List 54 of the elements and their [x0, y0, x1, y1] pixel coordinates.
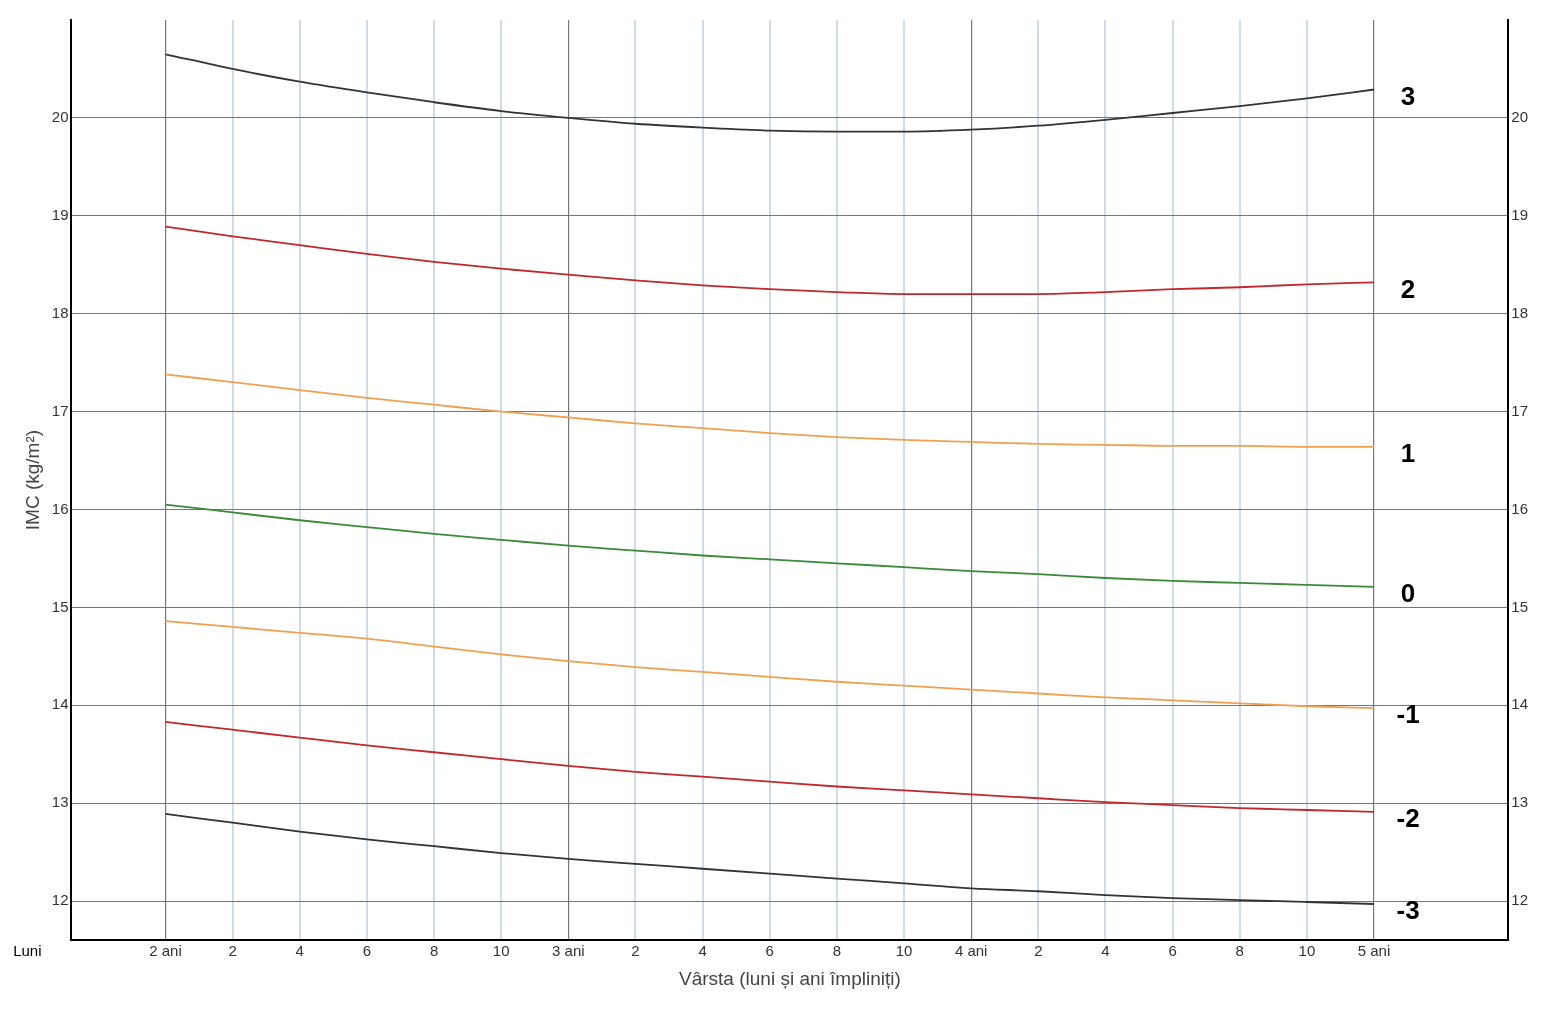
x-tick-label: 2 ani [149, 942, 182, 960]
y-tick-label: 19 [51, 205, 69, 223]
y2-tick-label: 18 [1511, 303, 1528, 321]
series-label: 1 [1400, 437, 1416, 468]
x-tick-label: 10 [492, 942, 510, 960]
series-label: 3 [1400, 80, 1416, 111]
y-tick-label: 18 [51, 303, 69, 321]
series-label: 0 [1400, 577, 1416, 608]
line-series [164, 503, 1375, 588]
x-tick-label: 4 [1101, 942, 1110, 960]
y2-tick-label: 20 [1511, 108, 1528, 126]
x-tick-label: 2 [631, 942, 640, 960]
y2-tick-label: 16 [1511, 499, 1528, 517]
y2-tick-label: 15 [1511, 597, 1528, 615]
x-tick-label: 6 [1168, 942, 1177, 960]
y-tick-label: 17 [51, 401, 69, 419]
line-series [164, 373, 1375, 448]
y2-tick-label: 14 [1511, 695, 1528, 713]
line-series [164, 225, 1375, 295]
x-tick-label: 4 [295, 942, 304, 960]
y2-tick-label: 17 [1511, 401, 1528, 419]
series-label: -2 [1396, 803, 1420, 834]
x-tick-label: 4 ani [954, 942, 988, 960]
x-tick-label: 5 ani [1357, 942, 1391, 960]
y-tick-label: 14 [51, 695, 69, 713]
y-tick-label: 15 [51, 597, 69, 615]
x-tick-label: 8 [429, 942, 439, 960]
series-label: -3 [1396, 895, 1420, 926]
x-tick-label: 2 [1034, 942, 1043, 960]
y2-tick-label: 19 [1511, 205, 1528, 223]
x-tick-label: 6 [765, 942, 774, 960]
text: Luni [13, 942, 42, 960]
x-axis-title: Vârsta (luni și ani împliniți) [679, 967, 901, 989]
series-label: -1 [1396, 699, 1420, 730]
y-tick-label: 20 [51, 108, 69, 126]
x-tick-label: 6 [362, 942, 372, 960]
y2-tick-label: 13 [1511, 793, 1528, 811]
y-tick-label: 12 [51, 891, 69, 909]
y-tick-label: 13 [51, 793, 69, 811]
x-tick-label: 3 ani [552, 942, 585, 960]
x-tick-label: 8 [1235, 942, 1244, 960]
x-tick-label: 8 [832, 942, 842, 960]
series-label: 2 [1400, 273, 1416, 304]
x-tick-label: 2 [228, 942, 237, 960]
y2-tick-label: 12 [1511, 891, 1528, 909]
y-tick-label: 16 [51, 499, 69, 517]
line-series [164, 813, 1375, 905]
x-tick-label: 10 [1298, 942, 1316, 960]
line-series [164, 721, 1375, 813]
x-tick-label: 10 [895, 942, 913, 960]
line-series [164, 53, 1375, 133]
x-tick-label: 4 [698, 942, 707, 960]
y-axis-title: IMC (kg/m²) [21, 429, 43, 531]
line-series [164, 620, 1375, 710]
